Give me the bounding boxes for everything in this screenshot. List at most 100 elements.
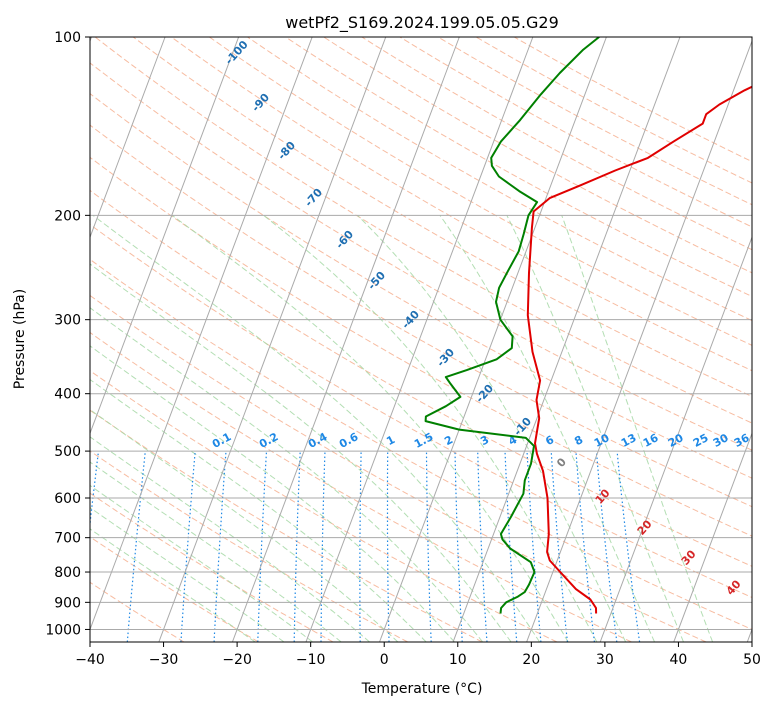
- isotherm-line: [599, 235, 752, 642]
- dry-adiabat-line: [437, 37, 752, 206]
- moist-adiabat-line: [357, 214, 627, 642]
- isotherm-label: -40: [399, 308, 422, 332]
- isotherm-label: -60: [333, 228, 356, 252]
- dry-adiabat-line: [90, 294, 707, 642]
- x-tick-label: 20: [522, 652, 540, 668]
- moist-adiabat-line: [92, 214, 540, 642]
- mixing-ratio-label: 1: [384, 433, 397, 448]
- isotherm-line: [379, 37, 607, 642]
- x-tick-label: 10: [449, 652, 467, 668]
- moist-adiabat-line: [90, 506, 285, 642]
- moist-adiabat-line: [90, 378, 427, 642]
- dry-adiabat-line: [90, 331, 632, 642]
- moist-adiabat-line: [171, 214, 569, 642]
- mixing-ratio-label: 0.1: [210, 430, 233, 451]
- x-tick-label: −10: [296, 652, 326, 668]
- moist-adiabat-line: [263, 214, 598, 642]
- moist-adiabat-line: [90, 409, 399, 642]
- mixing-ratio-label: 0.6: [337, 430, 361, 451]
- y-tick-label: 400: [54, 387, 81, 403]
- mixing-ratio-line: [595, 451, 618, 642]
- moist-adiabat-line: [90, 461, 342, 642]
- mixing-ratio-label: 10: [592, 431, 612, 450]
- isotherm-label: 40: [724, 577, 744, 597]
- isotherm-label: -80: [275, 139, 298, 163]
- mixing-ratio-label: 20: [666, 431, 686, 450]
- moist-adiabat-line: [90, 528, 256, 642]
- mixing-ratio-line: [293, 451, 301, 642]
- x-tick-label: −30: [149, 652, 179, 668]
- dry-adiabat-line: [209, 37, 752, 346]
- dry-adiabat-line: [90, 156, 752, 537]
- dry-adiabat-line: [247, 37, 752, 322]
- y-tick-label: 700: [54, 531, 81, 547]
- mixing-ratio-label: 0.2: [257, 430, 280, 451]
- isotherm-line: [305, 37, 534, 642]
- mixing-ratio-line: [126, 451, 146, 642]
- mixing-ratio-label: 13: [619, 431, 639, 450]
- isotherm-line: [526, 39, 752, 642]
- y-axis-ticks: 100 200 300 400 500 600 700 800 900 1000: [45, 30, 90, 638]
- dry-adiabat-line: [90, 492, 334, 642]
- mixing-ratio-label: 6: [543, 433, 556, 448]
- dry-adiabat-line: [94, 37, 752, 424]
- isotherm-line: [231, 37, 460, 642]
- dry-adiabat-line: [90, 370, 558, 642]
- mixing-ratio-label: 3: [478, 433, 491, 448]
- y-tick-label: 900: [54, 595, 81, 611]
- moist-adiabat-line: [90, 263, 512, 642]
- mixing-ratio-line: [616, 451, 641, 642]
- x-tick-label: 50: [743, 652, 761, 668]
- isotherm-line: [90, 37, 166, 239]
- dry-adiabat-line: [90, 258, 752, 630]
- mixing-ratio-line: [575, 451, 595, 642]
- isotherm-line: [452, 37, 681, 642]
- dewpoint-profile-line: [424, 37, 600, 614]
- isotherm-label: 30: [679, 547, 699, 567]
- temperature-profile-line: [526, 85, 752, 614]
- x-tick-label: 0: [380, 652, 389, 668]
- chart-title: wetPf2_S169.2024.199.05.05.G29: [285, 13, 559, 33]
- y-tick-label: 600: [54, 491, 81, 507]
- mixing-ratio-line: [90, 451, 100, 529]
- dry-adiabat-line: [90, 93, 752, 479]
- mixing-ratio-line: [526, 451, 542, 642]
- grid: [90, 37, 752, 642]
- dry-adiabat-line: [90, 62, 752, 451]
- dry-adiabat-line: [90, 409, 483, 642]
- dry-adiabat-line: [90, 223, 752, 599]
- isotherm-label: -50: [365, 269, 388, 293]
- mixing-ratio-labels: 0.1 0.2 0.4 0.6 1 1.5 2 3 4 6 8 10 13 16 20 25 30 36: [210, 430, 752, 451]
- mixing-ratio-label: 1.5: [412, 430, 435, 451]
- mixing-ratio-line: [550, 451, 568, 642]
- y-tick-label: 500: [54, 444, 81, 460]
- dry-adiabat-line: [90, 124, 752, 508]
- x-tick-label: −20: [222, 652, 252, 668]
- x-tick-label: 40: [670, 652, 688, 668]
- mixing-ratio-line: [180, 451, 196, 642]
- isotherm-label: 0: [554, 455, 569, 470]
- y-tick-label: 1000: [45, 622, 81, 638]
- profile-lines: [424, 37, 752, 614]
- y-tick-label: 800: [54, 565, 81, 581]
- mixing-ratio-line: [477, 451, 488, 642]
- isotherm-label: -70: [302, 186, 325, 210]
- x-tick-label: −40: [75, 652, 105, 668]
- mixing-ratio-label: 30: [711, 431, 731, 450]
- dry-adiabat-line: [90, 189, 752, 567]
- isotherm-label: 20: [635, 517, 655, 537]
- isotherm-line: [90, 37, 240, 435]
- mixing-ratio-label: 25: [691, 431, 711, 450]
- dry-adiabat-line: [361, 37, 752, 251]
- moist-adiabat-line: [561, 215, 714, 642]
- isotherm-label: 10: [593, 486, 613, 506]
- y-tick-label: 300: [54, 313, 81, 329]
- dry-adiabat-line: [475, 37, 752, 184]
- moist-adiabat-line: [439, 215, 655, 642]
- mixing-ratio-label: 36: [732, 431, 752, 450]
- isotherm-line: [746, 628, 752, 642]
- x-axis-ticks: −40 −30 −20 −10 0 10 20 30 40 50: [75, 642, 761, 668]
- y-axis-title: Pressure (hPa): [12, 289, 28, 389]
- plot-frame: [89, 36, 753, 643]
